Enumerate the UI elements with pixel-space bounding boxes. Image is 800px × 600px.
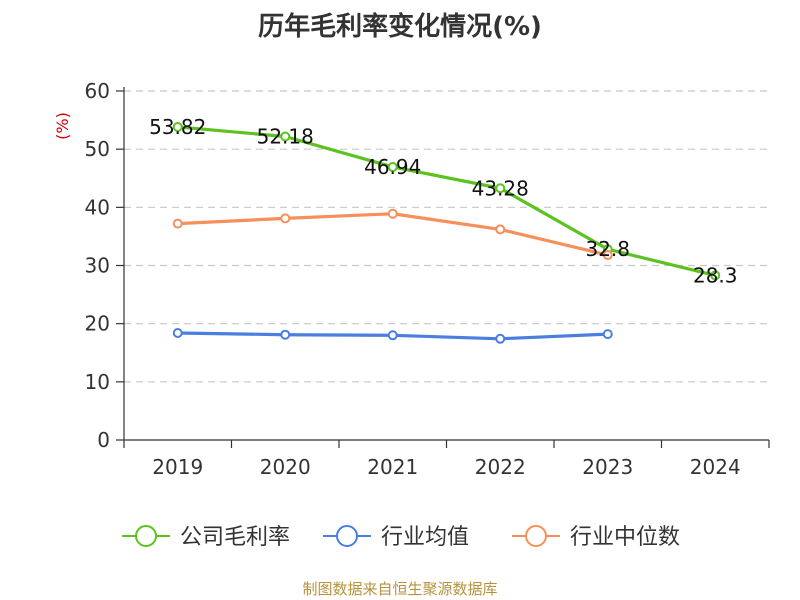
y-tick-label: 20 [85, 312, 110, 336]
legend-marker [135, 525, 157, 547]
y-tick-label: 40 [85, 195, 110, 219]
legend-label: 行业均值 [381, 525, 469, 550]
series-layer [172, 121, 721, 344]
data-point [495, 333, 506, 344]
series-1 [172, 327, 613, 344]
data-label: 53.82 [149, 115, 206, 139]
legend-label: 公司毛利率 [180, 525, 290, 550]
legend-label: 行业中位数 [570, 525, 680, 550]
data-point [172, 327, 183, 338]
data-label: 46.94 [364, 155, 421, 179]
data-labels: 53.82 52.18 46.94 43.28 32.8 28.3 [149, 115, 737, 287]
data-point [280, 329, 291, 340]
data-label: 32.8 [585, 237, 630, 261]
legend-marker [525, 525, 547, 547]
series-2 [172, 208, 613, 261]
y-tick-label: 0 [97, 428, 110, 452]
legend-item-2: 行业中位数 [512, 525, 680, 550]
series-line [177, 212, 609, 257]
data-label: 43.28 [472, 176, 529, 200]
data-label: 28.3 [693, 263, 738, 287]
legend-item-1: 行业均值 [323, 525, 469, 550]
data-point [387, 330, 398, 341]
x-tick-label: 2021 [367, 455, 418, 479]
y-tick-label: 10 [85, 370, 110, 394]
source-note: 制图数据来自恒生聚源数据库 [302, 580, 498, 598]
data-point [387, 208, 398, 219]
data-point [387, 161, 398, 172]
data-point [710, 270, 721, 281]
legend: 公司毛利率 行业均值 行业中位数 [122, 525, 680, 550]
legend-marker [336, 525, 358, 547]
axes: 0 10 20 30 40 50 60 2019 2020 2021 2022 2023 2024 (%) [53, 79, 770, 479]
x-tick-label: 2022 [475, 455, 526, 479]
data-point [172, 121, 183, 132]
x-tick-label: 2019 [152, 455, 203, 479]
series-line [177, 125, 716, 277]
x-tick-label: 2023 [582, 455, 633, 479]
data-label: 52.18 [257, 124, 314, 148]
y-tick-label: 50 [85, 137, 110, 161]
legend-item-0: 公司毛利率 [122, 525, 290, 550]
data-point [280, 213, 291, 224]
data-point [172, 218, 183, 229]
chart-title: 历年毛利率变化情况(%) [258, 12, 542, 42]
y-axis-unit: (%) [53, 112, 72, 140]
data-point [495, 224, 506, 235]
data-point [280, 131, 291, 142]
x-tick-label: 2020 [260, 455, 311, 479]
y-tick-label: 30 [85, 254, 110, 278]
data-point [602, 329, 613, 340]
data-point [495, 183, 506, 194]
series-0 [172, 121, 721, 281]
data-point [602, 250, 613, 261]
x-tick-label: 2024 [690, 455, 741, 479]
y-tick-label: 60 [85, 79, 110, 103]
